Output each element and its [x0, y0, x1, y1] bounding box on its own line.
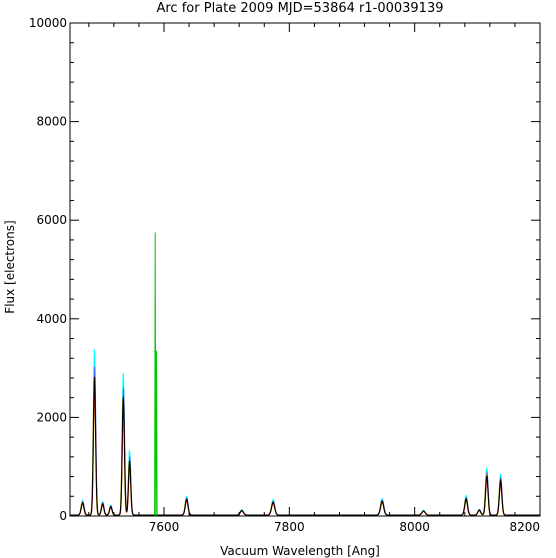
plot-frame [69, 22, 541, 517]
x-tick-label: 8000 [399, 520, 430, 534]
spectrum-line-blue-1 [70, 366, 540, 516]
y-tick-label: 4000 [36, 312, 67, 326]
x-tick-label: 8200 [509, 520, 540, 534]
spectrum-series-group [70, 232, 540, 517]
y-tick-label: 0 [59, 509, 67, 523]
spectrum-line-yellow-2 [70, 377, 540, 516]
spectrum-line-black-4 [70, 376, 540, 516]
y-tick-label: 10000 [29, 16, 67, 30]
x-axis-label: Vacuum Wavelength [Ang] [220, 544, 380, 558]
spectrum-line-cyan-0 [70, 349, 540, 516]
x-tick-label: 7600 [149, 520, 180, 534]
spectrum-line-red-3 [70, 388, 540, 516]
x-tick-label: 7800 [274, 520, 305, 534]
chart-title: Arc for Plate 2009 MJD=53864 r1-00039139 [156, 1, 443, 16]
spectrum-spike-green [154, 232, 158, 517]
y-axis-label: Flux [electrons] [3, 220, 17, 313]
y-tick-label: 6000 [36, 213, 67, 227]
y-tick-label: 8000 [36, 115, 67, 129]
axes-group: 0 2000 4000 6000 8000 10000 7600 7800 8000 8200 [29, 16, 541, 534]
y-tick-label: 2000 [36, 410, 67, 424]
